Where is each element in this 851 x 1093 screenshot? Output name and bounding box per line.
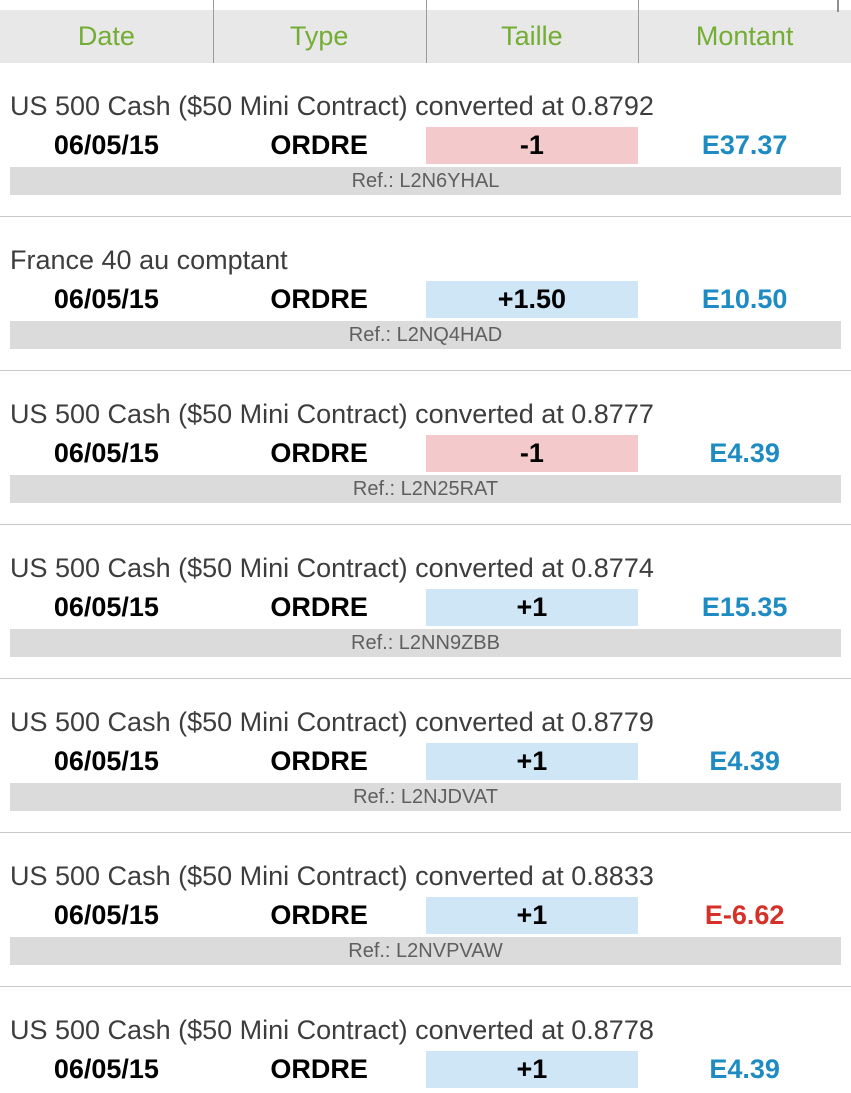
column-header-montant: Montant [695, 21, 794, 51]
reference-bar: Ref.: L2NVPVAW [10, 937, 841, 965]
amount-value: E4.39 [709, 1054, 780, 1084]
transaction-type: ORDRE [270, 900, 368, 930]
transaction-row: 06/05/15 ORDRE +1.50 E10.50 [0, 281, 851, 318]
reference-text: Ref.: L2NN9ZBB [351, 632, 500, 654]
instrument-title: US 500 Cash ($50 Mini Contract) converte… [10, 91, 654, 121]
reference-text: Ref.: L2N25RAT [352, 478, 499, 500]
size-badge: +1 [425, 1051, 639, 1088]
transaction-item[interactable]: US 500 Cash ($50 Mini Contract) converte… [0, 833, 851, 987]
column-header-type: Type [289, 21, 349, 51]
size-badge: +1.50 [425, 281, 639, 318]
reference-bar: Ref.: L2NJDVAT [10, 783, 841, 811]
column-divider [638, 0, 640, 63]
reference-bar: Ref.: L2N25RAT [10, 475, 841, 503]
transaction-type: ORDRE [270, 284, 368, 314]
transaction-date: 06/05/15 [53, 746, 159, 776]
instrument-title: US 500 Cash ($50 Mini Contract) converte… [10, 553, 654, 583]
reference-bar: Ref.: L2NQ4HAD [10, 321, 841, 349]
transaction-type: ORDRE [270, 438, 368, 468]
transaction-row: 06/05/15 ORDRE -1 E4.39 [0, 435, 851, 472]
column-divider [425, 0, 427, 63]
transaction-item[interactable]: US 500 Cash ($50 Mini Contract) converte… [0, 371, 851, 525]
transaction-date: 06/05/15 [53, 130, 159, 160]
transaction-type: ORDRE [270, 746, 368, 776]
reference-bar: Ref.: L2N6YHAL [10, 167, 841, 195]
transaction-item[interactable]: US 500 Cash ($50 Mini Contract) converte… [0, 987, 851, 1093]
transaction-type: ORDRE [270, 130, 368, 160]
reference-bar: Ref.: L2NN9ZBB [10, 629, 841, 657]
size-badge: -1 [425, 127, 639, 164]
column-header-taille: Taille [501, 21, 563, 51]
amount-value: E4.39 [709, 438, 780, 468]
table-header: Date Type Taille Montant [0, 0, 851, 63]
reference-text: Ref.: L2NJDVAT [353, 786, 498, 808]
instrument-title: France 40 au comptant [10, 245, 288, 275]
transaction-date: 06/05/15 [53, 1054, 159, 1084]
transaction-row: 06/05/15 ORDRE -1 E37.37 [0, 127, 851, 164]
amount-value: E10.50 [701, 284, 788, 314]
instrument-title: US 500 Cash ($50 Mini Contract) converte… [10, 399, 654, 429]
transaction-row: 06/05/15 ORDRE +1 E4.39 [0, 1051, 851, 1088]
transaction-type: ORDRE [270, 592, 368, 622]
transaction-type: ORDRE [270, 1054, 368, 1084]
transaction-row: 06/05/15 ORDRE +1 E4.39 [0, 743, 851, 780]
reference-text: Ref.: L2NQ4HAD [348, 324, 503, 346]
transaction-item[interactable]: US 500 Cash ($50 Mini Contract) converte… [0, 63, 851, 217]
transaction-date: 06/05/15 [53, 592, 159, 622]
amount-value: E4.39 [709, 746, 780, 776]
transaction-item[interactable]: US 500 Cash ($50 Mini Contract) converte… [0, 679, 851, 833]
transaction-date: 06/05/15 [53, 438, 159, 468]
transaction-row: 06/05/15 ORDRE +1 E-6.62 [0, 897, 851, 934]
size-badge: -1 [425, 435, 639, 472]
amount-value: E15.35 [701, 592, 788, 622]
transaction-date: 06/05/15 [53, 284, 159, 314]
instrument-title: US 500 Cash ($50 Mini Contract) converte… [10, 861, 654, 891]
transaction-list: US 500 Cash ($50 Mini Contract) converte… [0, 63, 851, 1093]
reference-text: Ref.: L2N6YHAL [351, 170, 500, 192]
column-divider [212, 0, 214, 63]
scrollbar-thumb[interactable] [837, 0, 839, 12]
transaction-item[interactable]: France 40 au comptant 06/05/15 ORDRE +1.… [0, 217, 851, 371]
amount-value: E37.37 [701, 130, 788, 160]
transaction-row: 06/05/15 ORDRE +1 E15.35 [0, 589, 851, 626]
instrument-title: US 500 Cash ($50 Mini Contract) converte… [10, 1015, 654, 1045]
transaction-item[interactable]: US 500 Cash ($50 Mini Contract) converte… [0, 525, 851, 679]
size-badge: +1 [425, 589, 639, 626]
instrument-title: US 500 Cash ($50 Mini Contract) converte… [10, 707, 654, 737]
reference-text: Ref.: L2NVPVAW [348, 940, 503, 962]
size-badge: +1 [425, 743, 639, 780]
size-badge: +1 [425, 897, 639, 934]
column-header-date: Date [77, 21, 135, 51]
amount-value: E-6.62 [704, 900, 785, 930]
transaction-date: 06/05/15 [53, 900, 159, 930]
